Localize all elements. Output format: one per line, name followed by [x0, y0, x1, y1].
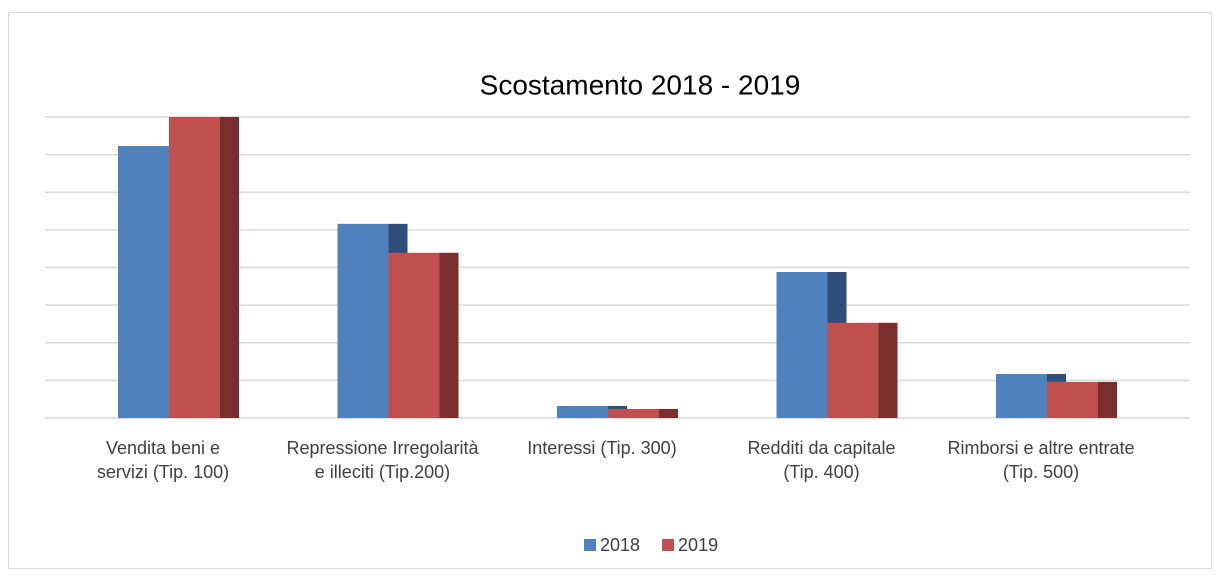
x-tick-label: Interessi (Tip. 300)	[527, 438, 677, 458]
bar	[827, 322, 879, 418]
bar	[608, 408, 659, 418]
bar-side	[878, 322, 898, 418]
bar-side	[1098, 381, 1117, 418]
legend-label: 2018	[600, 535, 640, 555]
bar	[169, 117, 220, 418]
bar-side	[220, 117, 239, 418]
bar-side	[439, 252, 459, 418]
bar	[388, 252, 440, 418]
chart-title: Scostamento 2018 - 2019	[480, 69, 801, 100]
bar	[118, 145, 169, 418]
bar	[1047, 381, 1098, 418]
bar	[996, 373, 1047, 418]
bar-side	[659, 408, 678, 418]
x-tick-label: Redditi da capitale (Tip. 400)	[747, 438, 896, 482]
x-tick-label: Vendita beni e servizi (Tip. 100)	[96, 438, 230, 482]
x-tick-label: Repressione Irregolarità e illeciti (Tip…	[286, 438, 479, 482]
x-tick-label: Rimborsi e altre entrate (Tip. 500)	[947, 438, 1135, 482]
legend-swatch	[662, 539, 675, 551]
bar	[776, 272, 828, 418]
legend-label: 2019	[678, 535, 718, 555]
bar	[557, 405, 608, 418]
legend-swatch	[584, 539, 596, 551]
bar	[337, 223, 389, 418]
